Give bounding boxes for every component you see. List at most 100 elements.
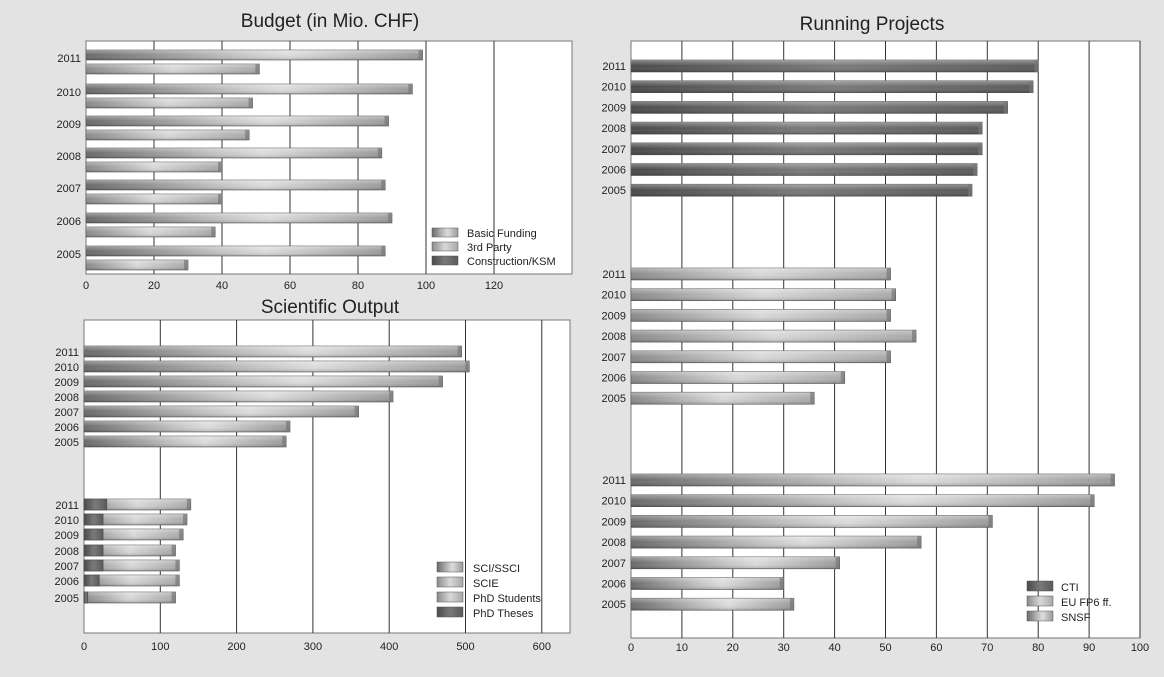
- sci-bar-phd-students-2010-shine: [84, 514, 188, 525]
- sci-bar-phd-theses-2008: [83, 544, 104, 557]
- running-projects-chart-title: Running Projects: [800, 14, 945, 35]
- sci-bar-sci-2010-cap: [465, 361, 470, 372]
- budget-x-tick-80: 80: [352, 280, 364, 292]
- proj-legend-swatch-0: [1026, 580, 1054, 592]
- budget-bar-basic-2011-shine: [86, 50, 423, 60]
- proj-x-tick-40: 40: [828, 642, 840, 654]
- sci-x-tick-200: 200: [227, 641, 245, 653]
- proj-bar-2-2009-shine: [631, 515, 993, 528]
- sci-year-label-g2-2010: 2010: [55, 515, 79, 527]
- sci-year-label-g1-2010: 2010: [55, 362, 79, 374]
- proj-year-label-2-2010: 2010: [602, 496, 626, 508]
- sci-bar-phd-theses-2009: [83, 528, 104, 541]
- budget-bar-3rd-2010-cap: [248, 98, 253, 108]
- budget-bar-3rd-2011-cap: [255, 64, 260, 74]
- proj-bar-2-2011-shine: [631, 474, 1115, 486]
- budget-bar-basic-2007-cap: [381, 180, 386, 190]
- proj-bar-0-2007-shine: [631, 142, 983, 155]
- proj-bar-2-2011-cap: [1110, 474, 1115, 486]
- proj-bar-1-2006-shine: [631, 371, 845, 384]
- proj-bar-0-2009-cap: [1003, 101, 1008, 114]
- proj-bar-2-2007-cap: [835, 556, 840, 569]
- budget-legend-label-1: 3rd Party: [467, 242, 512, 254]
- proj-bar-2-2005-cap: [789, 598, 794, 611]
- sci-year-label-g2-2005: 2005: [55, 593, 79, 605]
- proj-bar-1-2009-cap: [886, 309, 891, 322]
- budget-bar-basic-2010-cap: [408, 84, 413, 94]
- budget-bar-3rd-2009-cap: [245, 130, 250, 140]
- budget-legend-swatch-0: [431, 227, 459, 238]
- sci-x-tick-100: 100: [151, 641, 169, 653]
- sci-year-label-g2-2011: 2011: [55, 500, 79, 512]
- proj-bar-2-2008-shine: [631, 536, 922, 549]
- sci-legend-swatch-2: [436, 591, 464, 603]
- sci-bar-phd-students-2005-shine: [84, 592, 176, 603]
- sci-year-label-g1-2011: 2011: [55, 347, 79, 359]
- sci-legend-label-1: SCIE: [473, 578, 499, 590]
- proj-bar-0-2011-shine: [631, 60, 1039, 72]
- sci-bar-phd-students-2011-cap: [186, 499, 191, 510]
- proj-bar-0-2010-shine: [631, 80, 1034, 93]
- budget-bar-3rd-2008-shine: [86, 162, 222, 172]
- sci-bar-sci-2005-cap: [282, 436, 287, 447]
- budget-x-tick-0: 0: [83, 280, 89, 292]
- sci-x-tick-600: 600: [533, 641, 551, 653]
- proj-x-tick-10: 10: [676, 642, 688, 654]
- sci-x-tick-300: 300: [304, 641, 322, 653]
- budget-bar-basic-2005-shine: [86, 246, 386, 256]
- budget-bar-basic-2006-cap: [388, 213, 392, 223]
- sci-bar-phd-students-2009-shine: [84, 529, 184, 540]
- sci-bar-phd-theses-2007: [83, 559, 104, 572]
- proj-bar-1-2011-shine: [631, 268, 891, 280]
- proj-bar-2-2007-shine: [631, 556, 840, 569]
- sci-bar-sci-2009-shine: [84, 376, 443, 387]
- sci-bar-phd-theses-2005: [83, 591, 89, 604]
- proj-year-label-1-2011: 2011: [602, 269, 626, 281]
- sci-legend-label-0: SCI/SSCI: [473, 563, 520, 575]
- sci-bar-phd-students-2007-cap: [175, 560, 180, 571]
- sci-bar-phd-students-2006-shine: [84, 575, 180, 586]
- proj-bar-0-2008-shine: [631, 122, 983, 135]
- proj-legend-label-1: EU FP6 ff.: [1061, 597, 1112, 609]
- proj-bar-0-2009-shine: [631, 101, 1008, 114]
- sci-bar-sci-2008-shine: [84, 391, 394, 402]
- proj-bar-2-2010-shine: [631, 494, 1095, 507]
- proj-year-label-0-2009: 2009: [602, 102, 626, 114]
- budget-bar-basic-2008-shine: [86, 148, 382, 158]
- budget-x-tick-40: 40: [216, 280, 228, 292]
- proj-bar-2-2009-cap: [988, 515, 993, 528]
- budget-bar-basic-2005-cap: [381, 246, 386, 256]
- proj-year-label-0-2008: 2008: [602, 123, 626, 135]
- sci-bar-phd-students-2009-cap: [179, 529, 184, 540]
- proj-bar-1-2007-cap: [886, 350, 891, 363]
- proj-legend-swatch-2: [1026, 610, 1054, 622]
- sci-x-tick-500: 500: [456, 641, 474, 653]
- proj-bar-1-2007-shine: [631, 350, 891, 363]
- budget-year-label-2011: 2011: [57, 53, 81, 65]
- budget-bar-3rd-2008-cap: [218, 162, 222, 172]
- proj-bar-0-2006-cap: [973, 163, 978, 176]
- budget-bar-3rd-2007-cap: [218, 194, 222, 204]
- proj-bar-0-2006-shine: [631, 163, 978, 176]
- sci-bar-phd-theses-2010: [83, 513, 104, 526]
- proj-x-tick-30: 30: [778, 642, 790, 654]
- sci-legend-label-2: PhD Students: [473, 593, 541, 605]
- sci-year-label-g1-2007: 2007: [55, 407, 79, 419]
- budget-bar-3rd-2010-shine: [86, 98, 253, 108]
- budget-year-label-2006: 2006: [57, 216, 81, 228]
- budget-year-label-2005: 2005: [57, 249, 81, 261]
- proj-year-label-0-2010: 2010: [602, 82, 626, 94]
- budget-bar-basic-2010-shine: [86, 84, 413, 94]
- proj-bar-1-2008-shine: [631, 330, 917, 343]
- proj-year-label-0-2005: 2005: [602, 185, 626, 197]
- budget-bar-3rd-2005-cap: [184, 260, 188, 270]
- sci-bar-phd-theses-2011: [83, 498, 108, 511]
- sci-bar-sci-2006-shine: [84, 421, 291, 432]
- proj-year-label-2-2007: 2007: [602, 558, 626, 570]
- proj-legend-label-2: SNSF: [1061, 612, 1091, 624]
- sci-year-label-g1-2009: 2009: [55, 377, 79, 389]
- proj-bar-1-2010-shine: [631, 288, 896, 301]
- budget-legend-label-2: Construction/KSM: [467, 256, 556, 268]
- budget-x-tick-100: 100: [417, 280, 435, 292]
